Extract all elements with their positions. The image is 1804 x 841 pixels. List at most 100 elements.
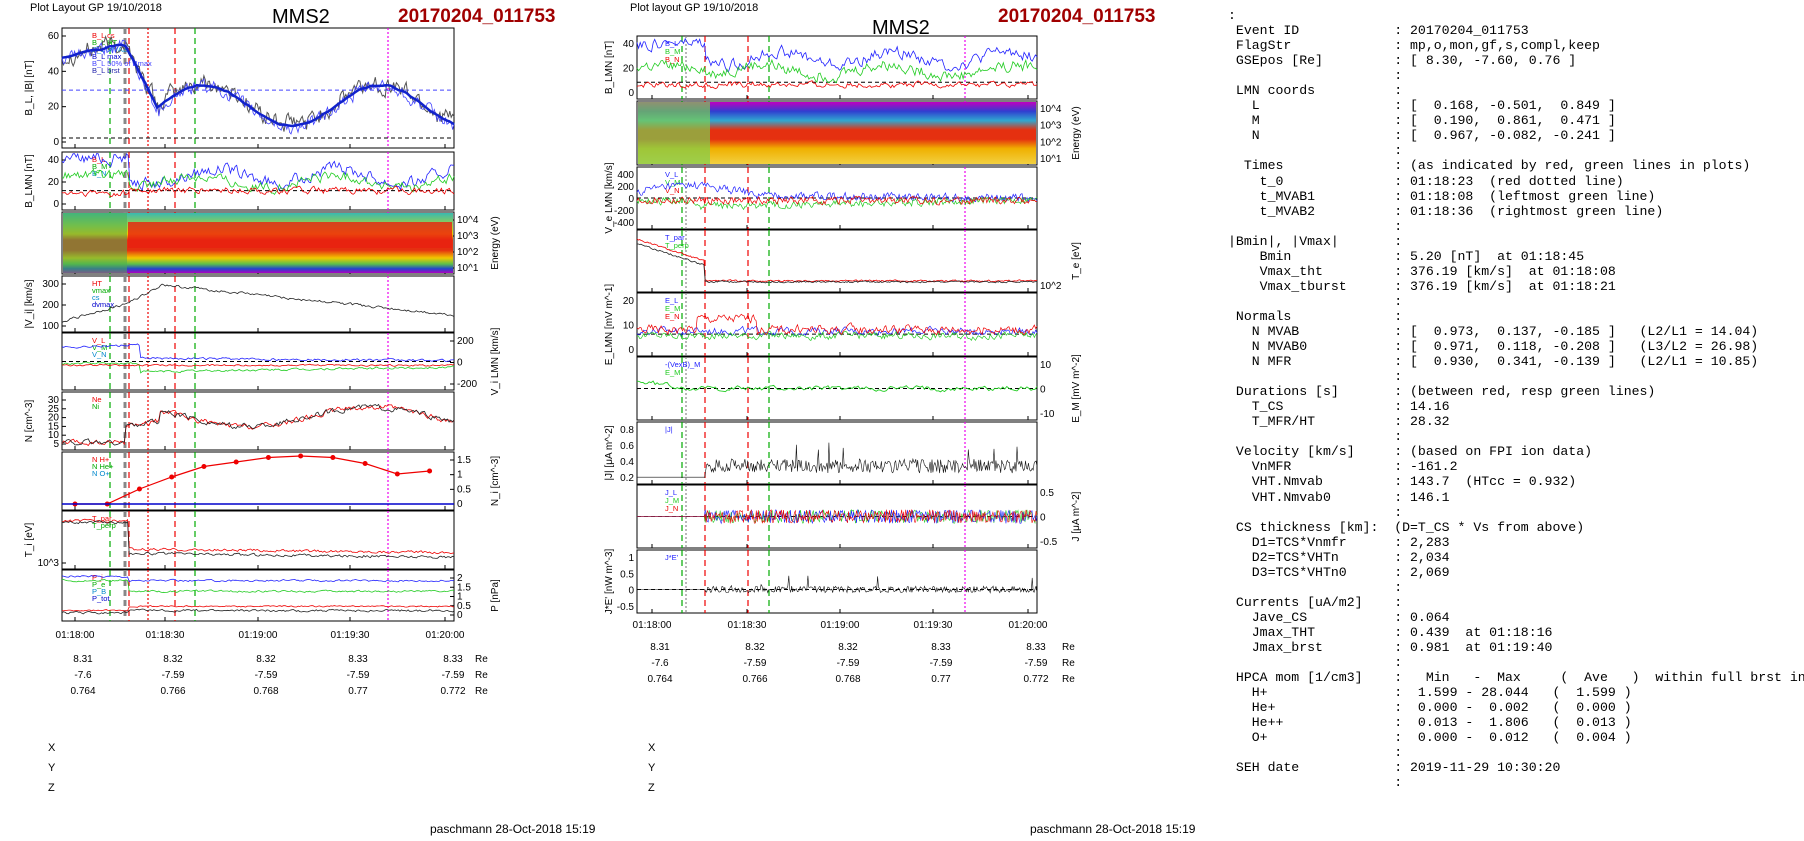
legend-entry: V_N	[665, 186, 680, 195]
left-panel-7-ylabel: N_i [cm^-3]	[490, 456, 501, 506]
left-coord-unit: Re	[475, 670, 488, 681]
legend-entry: V_N	[92, 350, 107, 359]
legend-entry: P_e	[92, 580, 105, 589]
legend-entry: cs	[92, 293, 100, 302]
left-ytick: 0	[53, 199, 59, 210]
legend-entry: J_N	[665, 504, 678, 513]
right-coord-x: 8.32	[745, 642, 765, 653]
legend-entry: T_par	[92, 514, 112, 523]
spectrogram-core	[128, 222, 452, 248]
left-event-id: 20170204_011753	[398, 6, 556, 27]
left-ytick: 40	[48, 155, 60, 166]
legend-entry: dvmax	[92, 300, 114, 309]
left-ytick: 20	[48, 413, 60, 424]
right-panel-4-ylabel: T_e [eV]	[1071, 242, 1082, 280]
left-panel-7: N_i [cm^-3] 0 0.5 1 1.5 N H+N He+N O+	[61, 451, 501, 511]
right-footer: paschmann 28-Oct-2018 15:19	[1030, 822, 1196, 836]
left-ytick: 0.5	[620, 569, 634, 580]
legend-entry: P_i	[92, 573, 103, 582]
left-time-tick-label: 01:19:30	[331, 630, 370, 641]
e-m	[636, 330, 1038, 342]
left-header: Plot Layout GP 19/10/2018	[30, 2, 162, 14]
b-m-lmn	[61, 168, 455, 196]
left-coord-y: -7.59	[442, 670, 465, 681]
right-time-tick-label: 01:18:00	[633, 620, 672, 631]
legend-entry: HT	[92, 279, 102, 288]
left-panel-4-ylabel: |V_i| [km/s]	[24, 279, 35, 328]
left-coord-z: 0.764	[70, 686, 95, 697]
right-ytick: 0	[1040, 385, 1046, 396]
left-ytick: -200	[614, 206, 634, 217]
left-ytick: 400	[617, 170, 634, 181]
em-e	[636, 380, 1038, 393]
right-ytick: 10	[1040, 360, 1052, 371]
left-coord-y: -7.59	[162, 670, 185, 681]
left-ytick: 25	[48, 404, 60, 415]
left-coord-y: -7.59	[255, 670, 278, 681]
event-info-text: : Event ID : 20170204_011753 FlagStr : m…	[1228, 8, 1804, 791]
legend-entry: Ni	[92, 402, 99, 411]
legend-entry: J_L	[665, 488, 677, 497]
r-b-l	[636, 37, 1038, 72]
legend-entry: T_par	[665, 233, 685, 242]
left-ytick: 0.8	[620, 425, 634, 436]
right-coord-y: -7.59	[837, 658, 860, 669]
left-ytick: 300	[42, 279, 59, 290]
right-time-tick-label: 01:19:00	[821, 620, 860, 631]
right-panel-9-ylabel: J*E' [nW m^-3]	[604, 549, 615, 615]
left-panel-2: B_LMN [nT] 0 20 40 B_LB_MB_N	[24, 151, 455, 211]
right-panel-7-ylabel: |J| [μA m^-2]	[604, 425, 615, 480]
right-ytick: 10^2	[1040, 137, 1062, 148]
right-y-label: Y	[648, 762, 656, 774]
left-coord-y: -7.59	[347, 670, 370, 681]
right-coord-y: -7.59	[1025, 658, 1048, 669]
left-coord-x: 8.31	[73, 654, 93, 665]
left-panel-2-ylabel: B_LMN [nT]	[24, 154, 35, 208]
right-ytick: 1.5	[457, 455, 471, 466]
right-ytick: -200	[457, 379, 477, 390]
n-i	[61, 403, 455, 446]
right-ytick: 0	[457, 358, 463, 369]
legend-entry: Ne	[92, 395, 102, 404]
legend-entry: V_L	[92, 336, 105, 345]
right-panel-9-frame	[636, 549, 1038, 614]
right-panel-1-ylabel: B_LMN [nT]	[604, 41, 615, 95]
right-coord-x: 8.32	[838, 642, 858, 653]
ti-par	[61, 518, 455, 555]
left-ion-spectrogram	[63, 213, 453, 273]
right-coord-x: 8.33	[1026, 642, 1046, 653]
right-ytick: -0.5	[1040, 537, 1058, 548]
right-coord-y: -7.6	[651, 658, 669, 669]
right-panel-9: J*E' [nW m^-3] -0.5 0 0.5 1 J*E'	[604, 549, 1038, 615]
left-ytick: 10^3	[38, 558, 60, 569]
legend-entry: B_L HT	[92, 38, 118, 47]
left-ytick: 200	[617, 182, 634, 193]
left-ytick: 15	[48, 421, 60, 432]
legend-entry: B_N	[665, 55, 680, 64]
right-ytick: 0.5	[1040, 488, 1054, 499]
legend-entry: T_perp	[92, 521, 116, 530]
right-coord-y: -7.59	[744, 658, 767, 669]
right-panel-4-frame	[636, 229, 1038, 293]
left-ytick: 20	[623, 64, 635, 75]
legend-entry: B_L brst	[92, 66, 121, 75]
b-l-lmn	[61, 152, 455, 191]
left-ytick: 0.6	[620, 441, 634, 452]
left-footer: paschmann 28-Oct-2018 15:19	[430, 822, 596, 836]
te-par	[636, 238, 1038, 283]
legend-entry: J*E'	[665, 553, 679, 562]
vi-n	[62, 363, 455, 367]
legend-entry: E_M	[665, 368, 680, 377]
right-ytick: 0	[457, 499, 463, 510]
right-panel-6-ylabel: E_M [mV m^-2]	[1071, 354, 1082, 423]
right-coord-y: -7.59	[930, 658, 953, 669]
left-panel-6-frame	[61, 391, 455, 451]
right-ytick: 1.5	[457, 582, 471, 593]
right-coord-z: 0.766	[742, 674, 767, 685]
p-i	[61, 578, 455, 594]
right-panel-2-ylabel: Energy (eV)	[1071, 106, 1082, 159]
left-ytick: 40	[623, 39, 635, 50]
left-ytick: 200	[42, 300, 59, 311]
left-panel-6-ylabel: N [cm^-3]	[24, 400, 35, 443]
